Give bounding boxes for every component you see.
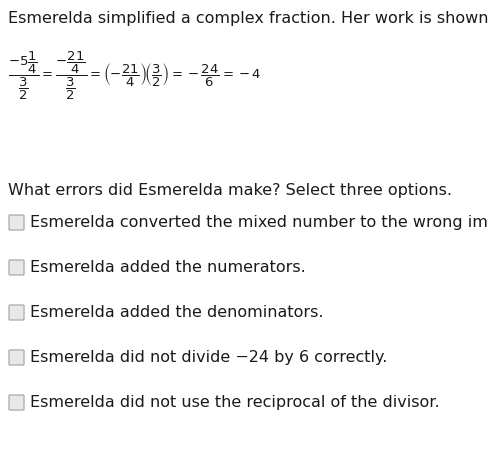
FancyBboxPatch shape xyxy=(9,350,24,365)
Text: Esmerelda added the denominators.: Esmerelda added the denominators. xyxy=(30,305,324,320)
Text: Esmerelda converted the mixed number to the wrong im: Esmerelda converted the mixed number to … xyxy=(30,215,488,230)
Text: Esmerelda simplified a complex fraction. Her work is shown: Esmerelda simplified a complex fraction.… xyxy=(8,11,488,26)
Text: What errors did Esmerelda make? Select three options.: What errors did Esmerelda make? Select t… xyxy=(8,183,452,198)
Text: Esmerelda did not use the reciprocal of the divisor.: Esmerelda did not use the reciprocal of … xyxy=(30,395,440,410)
FancyBboxPatch shape xyxy=(9,395,24,410)
Text: Esmerelda did not divide −24 by 6 correctly.: Esmerelda did not divide −24 by 6 correc… xyxy=(30,350,388,365)
FancyBboxPatch shape xyxy=(9,215,24,230)
FancyBboxPatch shape xyxy=(9,260,24,275)
FancyBboxPatch shape xyxy=(9,305,24,320)
Text: Esmerelda added the numerators.: Esmerelda added the numerators. xyxy=(30,260,306,275)
Text: $\dfrac{-5\dfrac{1}{4}}{\dfrac{3}{2}} = \dfrac{-\dfrac{21}{4}}{\dfrac{3}{2}} = \: $\dfrac{-5\dfrac{1}{4}}{\dfrac{3}{2}} = … xyxy=(8,50,262,102)
